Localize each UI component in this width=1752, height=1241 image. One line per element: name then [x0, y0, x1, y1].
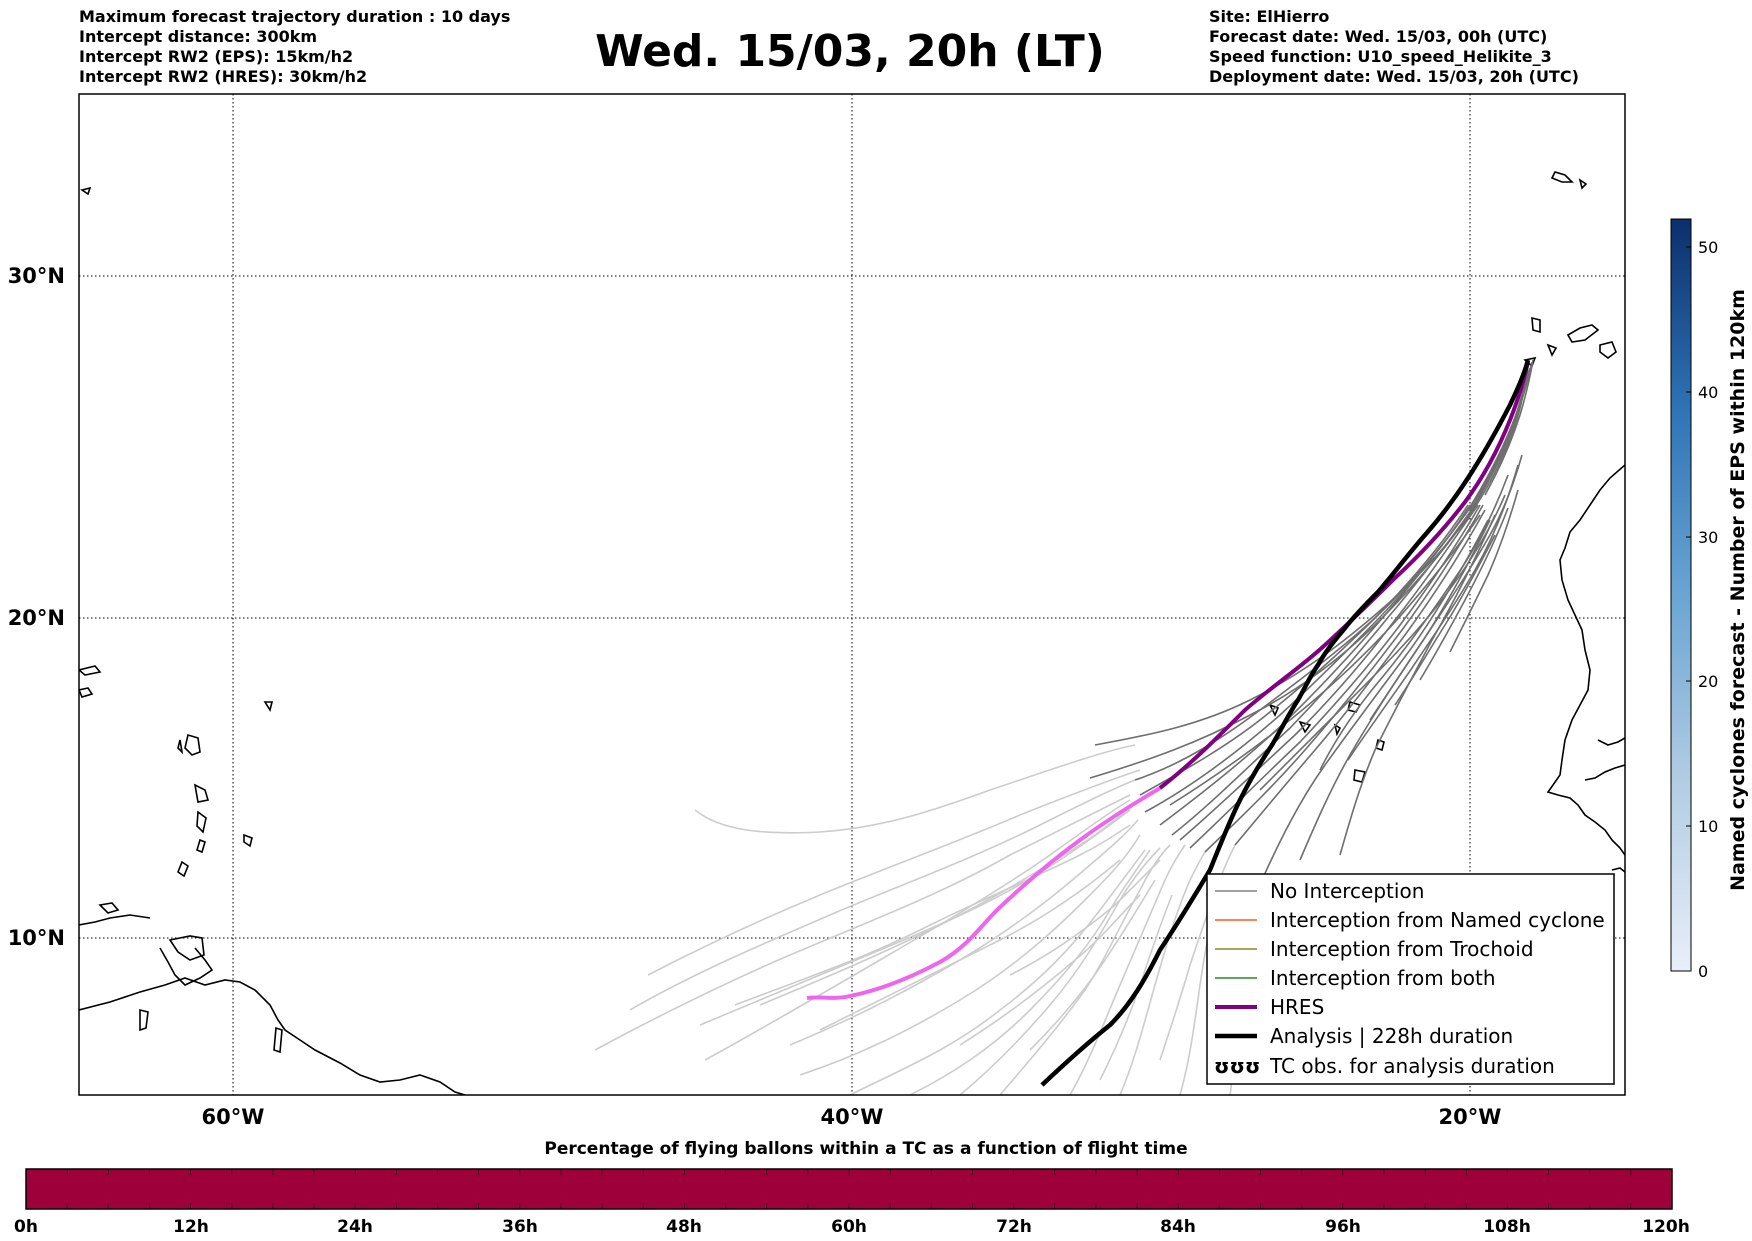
- legend-label-hres: HRES: [1270, 995, 1324, 1019]
- coast-porto-santo: [1578, 178, 1588, 190]
- legend-label-analysis: Analysis | 228h duration: [1270, 1024, 1513, 1048]
- coast-vi: [79, 687, 94, 698]
- lon-label-40w: 40°W: [821, 1105, 884, 1129]
- timeline-tick-36h: 36h: [502, 1217, 538, 1237]
- timeline-tick-108h: 108h: [1483, 1217, 1531, 1237]
- coast-gran-canaria: [1599, 341, 1617, 359]
- header-info-right: Site: ElHierro Forecast date: Wed. 15/03…: [1209, 7, 1579, 87]
- legend-label-no-interception: No Interception: [1270, 879, 1424, 903]
- coast-antilles-6: [177, 739, 184, 755]
- colorbar-title: Named cyclones forecast - Number of EPS …: [1727, 289, 1749, 891]
- header-intercept-distance: Intercept distance: 300km: [79, 27, 318, 46]
- coast-gomera: [1546, 343, 1558, 357]
- lon-label-20w: 20°W: [1439, 1105, 1502, 1129]
- tc-observation-icon: ʊʊʊ: [1214, 1054, 1260, 1078]
- timeline-tick-12h: 12h: [173, 1217, 209, 1237]
- coast-africa-west: [1546, 464, 1625, 856]
- header-forecast-date: Forecast date: Wed. 15/03, 00h (UTC): [1209, 27, 1548, 46]
- coast-puerto-rico: [79, 665, 102, 676]
- coast-trinidad: [168, 935, 205, 961]
- coast-antilles-5: [177, 860, 189, 878]
- timeline: Percentage of flying ballons within a TC…: [14, 1139, 1690, 1237]
- lat-label-20n: 20°N: [8, 606, 65, 630]
- colorbar-tick-10: 10: [1698, 817, 1718, 836]
- hres-trajectory: [1158, 361, 1530, 790]
- header-site: Site: ElHierro: [1209, 7, 1330, 26]
- legend-label-both: Interception from both: [1270, 966, 1496, 990]
- timeline-bar: [25, 1168, 1673, 1210]
- legend: No Interception Interception from Named …: [1206, 873, 1615, 1085]
- trajectories-far: [594, 744, 1263, 1095]
- colorbar-tick-50: 50: [1698, 238, 1718, 257]
- coast-madeira: [1550, 171, 1574, 183]
- header-info-left: Maximum forecast trajectory duration : 1…: [79, 7, 510, 87]
- coast-antilles-3: [196, 810, 207, 834]
- colorbar-tick-40: 40: [1698, 383, 1718, 402]
- coast-africa-gambia: [1597, 737, 1625, 746]
- coastlines: [79, 171, 1625, 1095]
- timeline-tick-48h: 48h: [666, 1217, 702, 1237]
- coast-venezuela-gulf: [159, 947, 214, 986]
- timeline-tick-120h: 120h: [1642, 1217, 1690, 1237]
- colorbar-gradient: [1670, 218, 1692, 972]
- coast-bermuda: [80, 186, 92, 196]
- timeline-tick-96h: 96h: [1325, 1217, 1361, 1237]
- coast-islet-b: [139, 1008, 149, 1032]
- header-speed-function: Speed function: U10_speed_Helikite_3: [1209, 47, 1552, 66]
- legend-label-tc-obs: TC obs. for analysis duration: [1269, 1054, 1555, 1078]
- timeline-title: Percentage of flying ballons within a TC…: [544, 1139, 1187, 1159]
- header-duration: Maximum forecast trajectory duration : 1…: [79, 7, 511, 26]
- map-frame: [78, 93, 1626, 1096]
- timeline-tick-72h: 72h: [996, 1217, 1032, 1237]
- colorbar-tick-0: 0: [1698, 962, 1708, 981]
- coast-antilles-1: [184, 733, 201, 756]
- timeline-tick-0h: 0h: [14, 1217, 38, 1237]
- lat-label-30n: 30°N: [8, 264, 65, 288]
- header-intercept-hres: Intercept RW2 (HRES): 30km/h2: [79, 67, 368, 86]
- header-intercept-eps: Intercept RW2 (EPS): 15km/h2: [79, 47, 354, 66]
- colorbar-tick-30: 30: [1698, 528, 1718, 547]
- analysis-trajectory: [1040, 359, 1531, 1087]
- colorbar-tick-20: 20: [1698, 672, 1718, 691]
- coast-islet-c: [273, 1026, 283, 1054]
- timeline-tick-84h: 84h: [1160, 1217, 1196, 1237]
- lon-label-60w: 60°W: [202, 1105, 265, 1129]
- timeline-tick-24h: 24h: [337, 1217, 373, 1237]
- coast-south-america: [79, 977, 466, 1095]
- coast-antilles-7: [243, 833, 253, 848]
- colorbar: 0 10 20 30 40 50 Named cyclones forecast…: [1670, 218, 1749, 981]
- legend-box: [1206, 873, 1615, 1085]
- hres-trajectory-far: [806, 786, 1162, 1000]
- legend-label-trochoid: Interception from Trochoid: [1270, 937, 1534, 961]
- coast-islet-a: [98, 902, 120, 914]
- coast-lesser-antilles-south: [79, 914, 151, 926]
- coast-tenerife: [1566, 324, 1600, 343]
- coast-antilles-4: [196, 838, 206, 854]
- legend-label-named-cyclone: Interception from Named cyclone: [1270, 908, 1605, 932]
- coast-islet-d: [263, 701, 274, 713]
- coast-antilles-2: [193, 783, 210, 803]
- coast-cape-verde-4: [1333, 723, 1342, 737]
- coast-africa-bight: [1584, 764, 1625, 781]
- page-title: Wed. 15/03, 20h (LT): [595, 26, 1105, 77]
- coast-la-palma: [1531, 316, 1541, 334]
- coast-africa-south: [1611, 867, 1625, 873]
- header-deployment-date: Deployment date: Wed. 15/03, 20h (UTC): [1209, 67, 1579, 86]
- timeline-tick-60h: 60h: [831, 1217, 867, 1237]
- lat-label-10n: 10°N: [8, 926, 65, 950]
